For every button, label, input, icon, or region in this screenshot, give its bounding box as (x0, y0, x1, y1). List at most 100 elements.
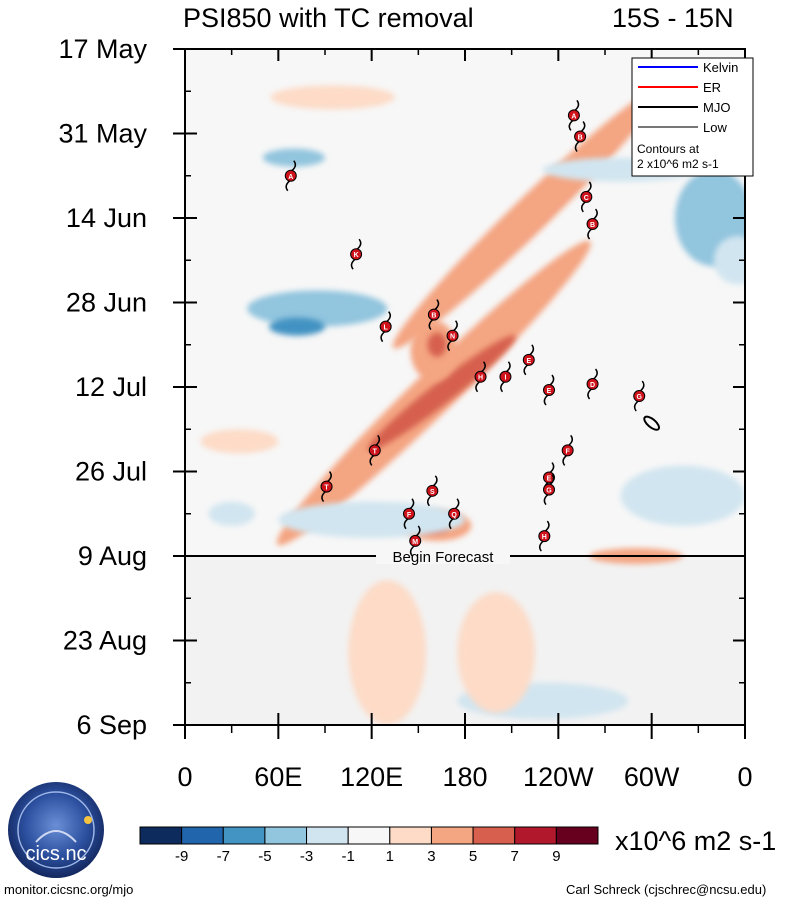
storm-label: C (584, 195, 589, 202)
storm-tail-top (481, 361, 486, 373)
anomaly-blob (457, 592, 535, 713)
anomaly-blob (269, 317, 325, 336)
storm-dot (580, 190, 593, 203)
storm-label: N (450, 334, 455, 341)
storm-label: L (384, 325, 389, 332)
legend-label-low: Low (703, 120, 727, 135)
storm-dot (543, 471, 555, 484)
storm-marker: M (409, 525, 422, 557)
colorbar-swatch (139, 826, 183, 845)
colorbar-level-label: 9 (552, 848, 560, 865)
storm-dot (474, 370, 487, 383)
legend-label-kelvin: Kelvin (703, 60, 738, 75)
x-tick-label: 60E (254, 762, 302, 792)
storm-label: A (288, 174, 293, 181)
storm-tail-top (356, 238, 362, 250)
storm-tail-bottom (428, 318, 434, 331)
anomaly-blob (392, 87, 662, 349)
storm-dot (284, 169, 297, 182)
colorbar-swatch (306, 826, 349, 845)
colorbar-swatch (264, 826, 308, 845)
storm-marker: E (522, 344, 535, 376)
storm-tail-top (327, 471, 332, 483)
storm-marker: G (543, 474, 555, 506)
storm-marker: E (543, 462, 555, 494)
storm-tail-top (574, 99, 580, 111)
colorbar-swatch (389, 826, 432, 845)
x-tick-label: 0 (737, 762, 752, 792)
legend-label-er: ER (703, 80, 721, 95)
storm-tail-top (529, 344, 535, 356)
colorbar-swatch (222, 826, 266, 845)
anomaly-blob (713, 236, 745, 285)
storm-label: Q (451, 512, 457, 519)
storm-marker: E (543, 374, 555, 406)
storm-marker: Q (448, 498, 461, 530)
storm-dot (561, 444, 574, 457)
y-tick-label: 31 May (58, 119, 147, 149)
y-tick-label: 28 Jun (66, 288, 147, 318)
colorbar-level-label: 1 (386, 848, 394, 865)
storm-dot (409, 534, 422, 547)
storm-marker: G (633, 380, 646, 412)
storm-marker: D (586, 368, 599, 400)
colorbar-swatch (555, 826, 599, 845)
storm-tail-bottom (285, 180, 291, 192)
storm-label: E (547, 388, 552, 395)
y-tick-label: 26 Jul (75, 457, 147, 487)
storm-marker: T (368, 434, 381, 466)
storm-label: G (546, 488, 552, 495)
storm-dot (522, 353, 535, 366)
footer-url[interactable]: monitor.cicsnc.org/mjo (4, 882, 134, 897)
storm-tail-bottom (380, 331, 386, 343)
x-tick-label: 180 (442, 762, 487, 792)
anomaly-blob (247, 290, 388, 327)
mjo-contour (643, 415, 661, 431)
storm-tail-top (549, 374, 555, 386)
storm-marker: K (350, 238, 363, 270)
anomaly-blob (270, 85, 395, 110)
storm-marker: F (403, 498, 415, 530)
anomaly-field (200, 85, 745, 725)
colorbar-level-label: -1 (342, 848, 355, 865)
storm-tail-top (291, 160, 297, 172)
legend-note-line-1: Contours at (637, 142, 700, 156)
storm-marker: A (284, 160, 297, 192)
anomaly-blob (367, 335, 516, 451)
storm-tail-bottom (426, 495, 432, 507)
colorbar-units: x10^6 m2 s-1 (615, 826, 777, 856)
storm-tail-top (568, 434, 574, 446)
y-tick-label: 17 May (58, 34, 147, 64)
storm-tail-bottom (409, 545, 415, 557)
storm-label: E (526, 358, 531, 365)
storm-marker: H (538, 520, 551, 552)
storm-label: F (407, 512, 412, 519)
storm-label: E (547, 476, 552, 483)
storm-tail-bottom (543, 494, 549, 506)
storm-tail-top (454, 498, 460, 510)
colorbar-level-label: -5 (258, 848, 271, 865)
y-tick-label: 14 Jun (66, 203, 147, 233)
axes: 17 May 31 May 14 Jun 28 Jun 12 Jul 26 Jul 9 Au… (58, 34, 752, 792)
storm-dot (633, 390, 646, 403)
storm-dot (586, 377, 599, 390)
storm-label: B (578, 135, 583, 142)
storm-tail-bottom (500, 381, 505, 393)
storm-tail-bottom (587, 388, 593, 400)
storm-tail-top (434, 299, 440, 311)
colorbar-swatch (472, 826, 516, 845)
storm-tail-bottom (369, 454, 375, 466)
storm-tail-top (549, 462, 555, 474)
legend-label-mjo: MJO (703, 100, 730, 115)
storm-tail-bottom (562, 454, 568, 466)
storm-tail-top (432, 475, 438, 487)
storm-label: H (542, 534, 547, 541)
legend-note-line-2: 2 x10^6 m2 s-1 (637, 157, 719, 171)
chart-title: PSI850 with TC removal (183, 3, 474, 33)
storm-dot (574, 130, 587, 143)
storm-marker: B (427, 299, 440, 331)
storm-tail-bottom (321, 491, 327, 503)
anomaly-blob (348, 580, 427, 725)
storm-tail-top (593, 368, 598, 380)
storm-label: H (478, 375, 483, 382)
